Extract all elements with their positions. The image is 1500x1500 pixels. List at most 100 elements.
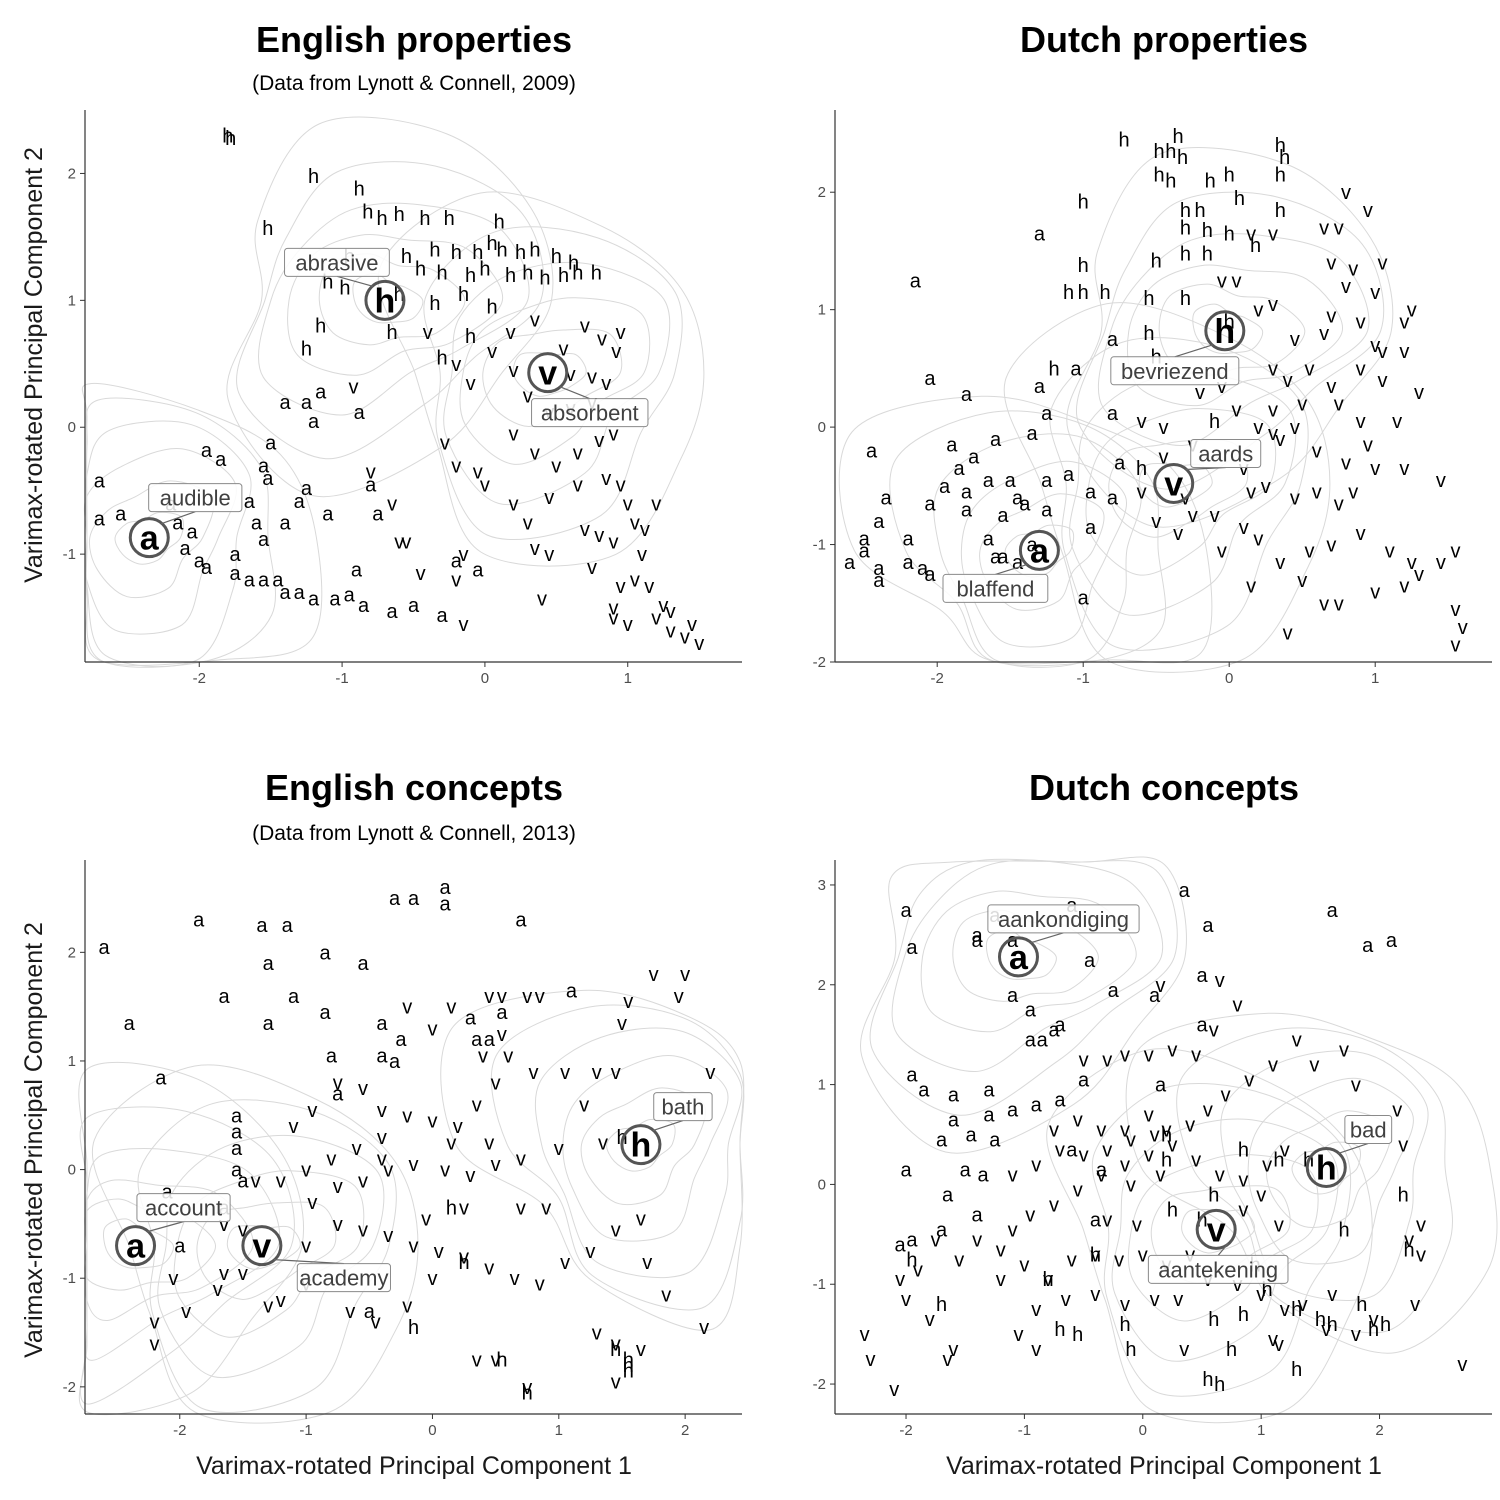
data-point-a: a [365, 474, 377, 496]
data-point-a: a [910, 270, 922, 292]
data-point-v: v [1356, 523, 1366, 545]
data-point-v: v [401, 531, 411, 553]
data-point-v: v [1167, 1040, 1177, 1062]
data-point-v: v [1232, 400, 1242, 422]
data-point-v: v [1398, 1135, 1408, 1157]
data-point-h: h [1165, 171, 1176, 193]
data-point-h: h [1196, 1209, 1207, 1231]
data-point-a: a [229, 544, 241, 566]
data-point-v: v [1102, 1140, 1112, 1162]
density-contour [1127, 264, 1343, 407]
data-point-h: h [1224, 223, 1235, 245]
data-point-v: v [434, 1241, 444, 1263]
data-point-h: h [401, 246, 412, 268]
data-point-a: a [201, 440, 213, 462]
data-point-v: v [377, 1127, 387, 1149]
data-point-v: v [409, 1236, 419, 1258]
data-point-v: v [358, 1171, 368, 1193]
x-tick-label: 2 [1375, 1422, 1383, 1439]
data-point-a: a [983, 1105, 995, 1127]
y-tick-label: 0 [68, 419, 76, 436]
data-point-a: a [1063, 464, 1075, 486]
density-contour [580, 1087, 706, 1206]
data-point-v: v [480, 474, 490, 496]
data-point-v: v [473, 462, 483, 484]
data-point-v: v [371, 1312, 381, 1334]
data-point-a: a [1037, 1030, 1049, 1052]
data-point-a: a [496, 1002, 508, 1024]
data-point-h: h [1151, 250, 1162, 272]
data-point-h: h [1250, 235, 1261, 257]
y-tick-label: -2 [813, 1376, 826, 1393]
word-label-box [1147, 1254, 1289, 1284]
data-point-h: h [497, 240, 508, 262]
data-point-v: v [1217, 540, 1227, 562]
word-label: aards [1198, 441, 1253, 466]
data-point-a: a [983, 1080, 995, 1102]
data-point-v: v [573, 474, 583, 496]
word-label-box [942, 573, 1049, 603]
data-point-h: h [451, 242, 462, 264]
data-point-v: v [587, 557, 597, 579]
data-point-h: h [465, 265, 476, 287]
data-point-v: v [1246, 576, 1256, 598]
data-point-a: a [1070, 358, 1082, 380]
data-point-a: a [1007, 1100, 1019, 1122]
data-point-v: v [1321, 1319, 1331, 1341]
y-tick-label: 0 [818, 1176, 826, 1193]
data-point-v: v [1339, 1040, 1349, 1062]
data-point-v: v [1191, 1150, 1201, 1172]
data-point-v: v [487, 341, 497, 363]
data-point-a: a [924, 564, 936, 586]
data-point-a: a [282, 915, 294, 937]
data-point-h: h [1161, 1150, 1172, 1172]
data-point-h: h [1209, 411, 1220, 433]
word-label: blaffend [956, 576, 1034, 601]
data-point-a: a [1114, 452, 1126, 474]
data-point-v: v [551, 455, 561, 477]
data-point-h: h [487, 297, 498, 319]
data-point-v: v [1256, 1284, 1266, 1306]
data-point-a: a [437, 605, 449, 627]
data-point-v: v [1292, 1030, 1302, 1052]
data-point-v: v [594, 525, 604, 547]
data-point-v: v [1268, 294, 1278, 316]
data-point-a: a [1025, 1000, 1037, 1022]
data-point-h: h [1136, 458, 1147, 480]
data-point-v: v [1268, 400, 1278, 422]
data-point-v: v [1334, 493, 1344, 515]
data-point-a: a [966, 1125, 978, 1147]
data-point-a: a [900, 1159, 912, 1181]
data-point-v: v [1217, 270, 1227, 292]
data-point-v: v [972, 1229, 982, 1251]
data-point-a: a [1155, 1075, 1167, 1097]
data-point-v: v [387, 493, 397, 515]
data-point-a: a [1108, 980, 1120, 1002]
y-tick-label: -1 [813, 537, 826, 554]
data-point-v: v [1341, 276, 1351, 298]
data-point-h: h [1177, 147, 1188, 169]
data-point-h: h [479, 259, 490, 281]
data-point-v: v [1144, 1145, 1154, 1167]
data-point-a: a [1031, 1095, 1043, 1117]
data-point-v: v [1275, 429, 1285, 451]
data-point-a: a [301, 392, 313, 414]
data-point-v: v [1209, 1020, 1219, 1042]
data-point-h: h [623, 1355, 634, 1377]
data-point-h: h [1167, 1199, 1178, 1221]
highlight-letter: a [1030, 532, 1050, 570]
data-point-a: a [484, 1029, 496, 1051]
label-leader-line [995, 563, 1028, 575]
data-point-h: h [1161, 1125, 1172, 1147]
data-point-v: v [666, 601, 676, 623]
x-tick-label: -1 [335, 670, 348, 687]
data-point-v: v [289, 1116, 299, 1138]
data-point-v: v [1120, 1045, 1130, 1067]
density-contours [81, 116, 705, 668]
data-point-v: v [889, 1379, 899, 1401]
data-point-v: v [530, 443, 540, 465]
data-point-v: v [1436, 552, 1446, 574]
highlight-ring [1305, 1146, 1347, 1188]
word-label-box [1190, 438, 1262, 468]
data-point-a: a [1012, 488, 1024, 510]
